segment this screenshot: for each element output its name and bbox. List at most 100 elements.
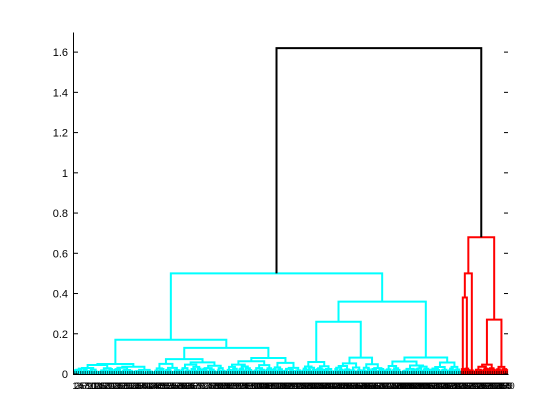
leaf-label: 149	[335, 381, 350, 391]
leaf-label: 54	[166, 381, 176, 391]
leaf-label: 151	[339, 381, 354, 391]
leaf-label: 210	[445, 381, 460, 391]
leaf-label: 117	[277, 381, 291, 391]
leaf-label: 197	[422, 381, 437, 391]
leaf-label: 153	[342, 381, 357, 391]
leaf-label: 105	[255, 381, 270, 391]
leaf-label: 75	[204, 381, 214, 391]
leaf-label: 56	[169, 381, 179, 391]
x-axis-leaf-labels: 1234567891011121314151617181920212223242…	[72, 371, 515, 391]
leaf-label: 14	[93, 381, 103, 391]
leaf-label: 100	[246, 381, 261, 391]
leaf-label: 4	[78, 381, 83, 391]
leaf-label: 158	[351, 381, 366, 391]
leaf-label: 113	[270, 381, 284, 391]
leaf-label: 212	[449, 381, 464, 391]
leaf-label: 35	[131, 381, 141, 391]
leaf-label: 221	[465, 381, 480, 391]
leaf-label: 93	[236, 381, 246, 391]
leaf-label: 55	[168, 381, 178, 391]
leaf-label: 164	[362, 381, 377, 391]
leaf-label: 162	[359, 381, 374, 391]
leaf-label: 42	[144, 381, 154, 391]
leaf-label: 178	[387, 381, 402, 391]
leaf-label: 160	[355, 381, 370, 391]
leaf-label: 228	[478, 381, 493, 391]
leaf-label: 10	[86, 381, 96, 391]
leaf-label: 168	[369, 381, 384, 391]
leaf-label: 46	[151, 381, 161, 391]
leaf-label: 129	[299, 381, 314, 391]
leaf-label: 83	[218, 381, 228, 391]
leaf-label: 204	[434, 381, 449, 391]
leaf-label: 171	[375, 381, 390, 391]
leaf-label: 120	[283, 381, 298, 391]
leaf-label: 66	[187, 381, 197, 391]
leaf-label: 44	[148, 381, 158, 391]
leaf-label: 31	[124, 381, 134, 391]
plot-axes	[73, 32, 509, 375]
leaf-label: 80	[213, 381, 223, 391]
y-tick-label: 1.2	[53, 128, 68, 140]
leaf-label: 214	[453, 381, 468, 391]
y-axis-ticks: 0 0.2 0.4 0.6 0.8 1 1.2 1.4 1.6	[53, 47, 508, 381]
leaf-label: 202	[431, 381, 446, 391]
leaf-label: 38	[137, 381, 147, 391]
leaf-label: 123	[288, 381, 303, 391]
leaf-label: 76	[206, 381, 216, 391]
leaf-label: 59	[175, 381, 185, 391]
leaf-label: 51	[160, 381, 170, 391]
leaf-label: 142	[322, 381, 337, 391]
leaf-label: 134	[308, 381, 323, 391]
leaf-label: 169	[371, 381, 386, 391]
leaf-label: 23	[110, 381, 120, 391]
leaf-label: 226	[474, 381, 489, 391]
leaf-label: 118	[279, 381, 293, 391]
leaf-label: 148	[333, 381, 348, 391]
leaf-label: 218	[460, 381, 475, 391]
leaf-label: 179	[389, 381, 404, 391]
leaf-label: 172	[377, 381, 392, 391]
leaf-label: 183	[397, 381, 412, 391]
leaf-label: 89	[229, 381, 239, 391]
leaf-label: 224	[471, 381, 486, 391]
leaf-label: 39	[139, 381, 149, 391]
leaf-label: 177	[386, 381, 401, 391]
leaf-label: 60	[177, 381, 187, 391]
leaf-label: 29	[121, 381, 131, 391]
dendrogram-link	[317, 367, 323, 370]
leaf-label: 195	[418, 381, 433, 391]
leaf-label: 22	[108, 381, 118, 391]
leaf-label: 135	[310, 381, 325, 391]
leaf-label: 116	[276, 381, 290, 391]
leaf-label: 24	[111, 381, 121, 391]
leaf-label: 102	[250, 381, 265, 391]
leaf-label: 141	[321, 381, 336, 391]
leaf-label: 110	[265, 381, 279, 391]
leaf-label: 176	[384, 381, 399, 391]
leaf-label: 107	[259, 381, 274, 391]
leaf-label: 137	[313, 381, 328, 391]
leaf-label: 36	[133, 381, 143, 391]
leaf-label: 126	[293, 381, 308, 391]
leaf-label: 185	[400, 381, 415, 391]
leaf-label: 77	[207, 381, 217, 391]
leaf-label: 232	[485, 381, 500, 391]
leaf-label: 209	[444, 381, 459, 391]
leaf-label: 8	[85, 381, 90, 391]
leaf-label: 211	[447, 381, 461, 391]
leaf-label: 13	[92, 381, 102, 391]
dendrogram-link	[259, 368, 265, 371]
leaf-label: 234	[489, 381, 504, 391]
leaf-label: 68	[191, 381, 201, 391]
leaf-label: 140	[319, 381, 334, 391]
leaf-label: 2	[74, 381, 79, 391]
y-tick-label: 0.2	[53, 329, 68, 341]
leaf-label: 30	[122, 381, 132, 391]
leaf-label: 62	[180, 381, 190, 391]
leaf-label: 238	[496, 381, 511, 391]
leaf-label: 188	[406, 381, 421, 391]
leaf-label: 88	[227, 381, 237, 391]
leaf-label: 235	[491, 381, 506, 391]
leaf-label: 147	[331, 381, 346, 391]
